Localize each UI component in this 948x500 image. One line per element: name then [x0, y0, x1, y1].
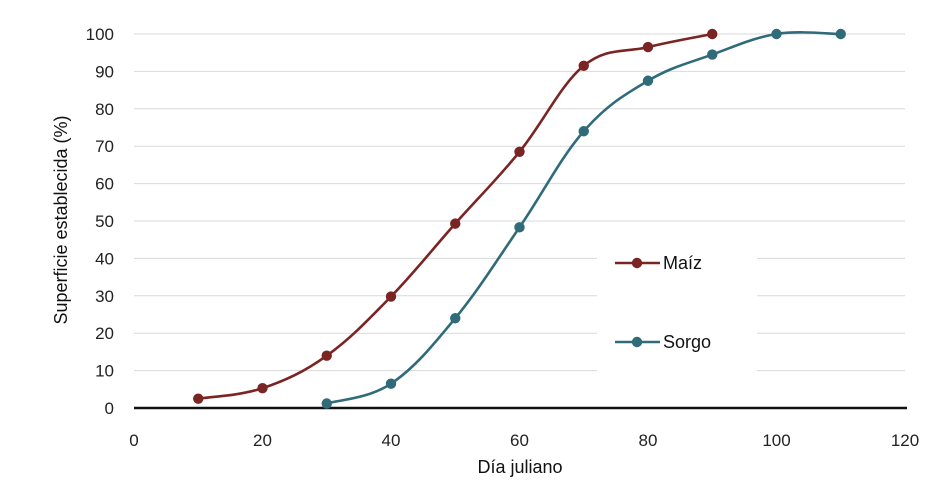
y-tick-label: 80 [95, 100, 114, 119]
grid-lines [134, 33, 905, 372]
y-tick-label: 10 [95, 362, 114, 381]
x-tick-label: 20 [253, 431, 272, 450]
data-point-maiz [193, 393, 204, 404]
data-point-sorgo [578, 126, 589, 137]
series-sorgo [321, 28, 846, 409]
x-tick-label: 80 [639, 431, 658, 450]
data-point-maiz [642, 41, 654, 53]
y-tick-label: 20 [95, 324, 114, 343]
legend-item-maiz: Maíz [615, 253, 702, 273]
data-point-sorgo [707, 49, 718, 60]
series-group [193, 28, 846, 409]
data-point-maiz [514, 146, 525, 158]
x-tick-label: 100 [762, 431, 790, 450]
x-tick-label: 60 [510, 431, 529, 450]
y-tick-label: 90 [95, 62, 114, 81]
x-tick-label: 0 [129, 431, 138, 450]
legend-marker-maiz [631, 257, 643, 269]
legend-label-sorgo: Sorgo [663, 332, 711, 352]
series-line-sorgo [325, 31, 843, 405]
y-axis-label: Superficie establecida (%) [51, 115, 71, 324]
y-tick-label: 0 [105, 399, 114, 418]
y-tick-label: 70 [95, 137, 114, 156]
data-point-maiz [321, 350, 332, 361]
axes: 0 10 20 30 40 50 60 70 80 90 100 0 20 40 60 80 100 120 [86, 25, 920, 450]
x-tick-label: 40 [382, 431, 401, 450]
x-tick-label: 120 [891, 431, 919, 450]
data-point-sorgo [450, 313, 461, 324]
legend-background [597, 222, 757, 372]
data-point-sorgo [321, 398, 332, 409]
data-point-maiz [578, 60, 589, 71]
y-tick-label: 50 [95, 212, 114, 231]
data-point-maiz [707, 28, 718, 40]
y-tick-label: 30 [95, 287, 114, 306]
data-point-sorgo [835, 28, 846, 40]
data-point-sorgo [642, 75, 654, 86]
legend-marker-sorgo [631, 336, 643, 348]
data-point-sorgo [771, 28, 782, 40]
legend-label-maiz: Maíz [663, 253, 702, 273]
data-point-maiz [450, 218, 461, 229]
x-axis-label: Día juliano [477, 457, 562, 477]
data-point-maiz [257, 382, 268, 394]
legend-item-sorgo: Sorgo [615, 332, 711, 352]
data-point-maiz [385, 291, 397, 302]
y-tick-label: 40 [95, 249, 114, 268]
data-point-sorgo [514, 222, 525, 233]
data-point-sorgo [385, 378, 397, 389]
y-tick-label: 60 [95, 175, 114, 194]
series-maiz [193, 28, 718, 404]
y-tick-label: 100 [86, 25, 114, 44]
legend: Maíz Sorgo [597, 222, 757, 372]
